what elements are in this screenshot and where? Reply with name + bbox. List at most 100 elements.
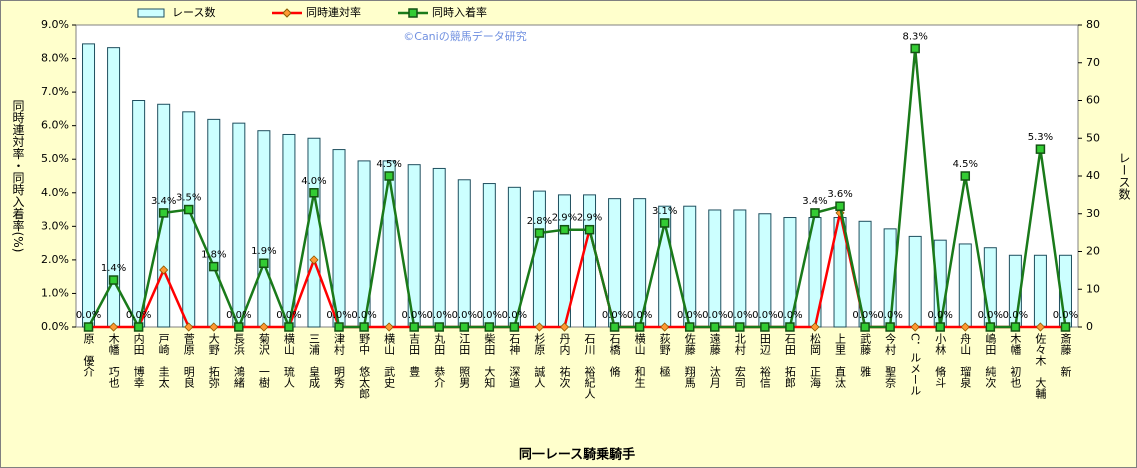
data-label: 0.0% bbox=[852, 310, 877, 321]
data-label: 0.0% bbox=[602, 310, 627, 321]
y2-tick-label: 40 bbox=[1086, 169, 1100, 182]
x-tick-label: 上里 直汰 bbox=[834, 333, 847, 389]
y-tick-label: 4.0% bbox=[41, 186, 69, 199]
data-label: 0.0% bbox=[677, 310, 702, 321]
x-tick-label: 佐々木 大輔 bbox=[1034, 332, 1047, 400]
y2-tick-label: 50 bbox=[1086, 131, 1100, 144]
x-tick-label: 横山 和生 bbox=[633, 332, 646, 388]
data-label: 0.0% bbox=[928, 310, 953, 321]
legend-marker bbox=[408, 8, 418, 18]
marker bbox=[710, 322, 720, 332]
marker bbox=[259, 322, 269, 332]
bar bbox=[1033, 254, 1047, 328]
marker bbox=[885, 322, 895, 332]
x-tick-label: 斎藤 新 bbox=[1059, 332, 1072, 377]
bar bbox=[257, 130, 271, 328]
marker bbox=[359, 322, 369, 332]
y2-tick-label: 80 bbox=[1086, 18, 1100, 31]
marker bbox=[559, 322, 570, 332]
y-axis-title: 同時連対率・同時入着率(%) bbox=[11, 100, 25, 253]
x-tick-label: 北村 宏司 bbox=[733, 333, 746, 388]
marker bbox=[1035, 322, 1045, 332]
x-tick-label: 石田 拓郎 bbox=[783, 333, 796, 388]
legend-label: レース数 bbox=[172, 6, 215, 19]
marker bbox=[459, 322, 470, 332]
x-tick-label: 吉田 豊 bbox=[408, 333, 421, 377]
data-label: 0.0% bbox=[727, 310, 752, 321]
legend-marker bbox=[282, 8, 292, 18]
data-label: 1.8% bbox=[201, 250, 226, 261]
data-label: 2.8% bbox=[527, 216, 552, 227]
marker bbox=[910, 322, 920, 332]
x-tick-label: 長浜 鴻緒 bbox=[232, 333, 245, 389]
data-label: 0.0% bbox=[427, 310, 452, 321]
bar bbox=[958, 243, 972, 328]
y2-tick-label: 60 bbox=[1086, 94, 1100, 107]
data-label: 0.0% bbox=[276, 310, 301, 321]
marker bbox=[684, 322, 695, 332]
bar bbox=[432, 167, 446, 328]
x-tick-label: 木幡 巧也 bbox=[107, 333, 120, 388]
x-tick-label: 戸崎 圭太 bbox=[157, 333, 170, 389]
bar bbox=[307, 137, 321, 328]
x-tick-label: 杉原 誠人 bbox=[533, 332, 546, 388]
marker bbox=[259, 258, 269, 268]
marker bbox=[284, 322, 294, 332]
y-tick-label: 2.0% bbox=[41, 253, 69, 266]
x-tick-label: 石川 裕紀人 bbox=[583, 333, 596, 399]
x-tick-label: 嶋田 純次 bbox=[984, 332, 997, 389]
x-axis-title: 同一レース騎乗騎手 bbox=[519, 447, 635, 463]
data-label: 3.6% bbox=[827, 189, 852, 200]
marker bbox=[960, 171, 971, 181]
x-tick-label: 原 優介 bbox=[82, 333, 95, 377]
x-tick-label: 内田 博幸 bbox=[132, 332, 145, 389]
marker bbox=[735, 322, 745, 332]
marker bbox=[109, 322, 119, 332]
y-tick-label: 1.0% bbox=[41, 286, 69, 299]
marker bbox=[209, 322, 219, 332]
bar bbox=[132, 100, 146, 328]
y-tick-label: 6.0% bbox=[41, 119, 69, 132]
data-label: 3.5% bbox=[176, 193, 201, 204]
x-tick-label: 横山 武史 bbox=[383, 332, 396, 389]
line bbox=[87, 48, 1067, 332]
y-tick-label: 3.0% bbox=[41, 219, 69, 232]
marker bbox=[209, 261, 219, 272]
marker bbox=[760, 322, 770, 332]
data-label: 0.0% bbox=[226, 310, 251, 321]
y-tick-label: 0.0% bbox=[41, 320, 69, 333]
x-tick-label: 津村 明秀 bbox=[333, 333, 346, 388]
bar bbox=[908, 235, 922, 328]
data-label: 5.3% bbox=[1028, 132, 1053, 143]
marker bbox=[985, 322, 996, 332]
y2-tick-label: 0 bbox=[1086, 320, 1093, 333]
data-label: 0.0% bbox=[76, 310, 101, 321]
bar bbox=[382, 160, 396, 328]
marker bbox=[159, 265, 169, 275]
y2-tick-label: 30 bbox=[1086, 207, 1100, 220]
data-label: 0.0% bbox=[877, 310, 902, 321]
x-tick-label: 武藤 雅 bbox=[859, 333, 872, 377]
data-label: 1.4% bbox=[101, 263, 126, 274]
data-label: 8.3% bbox=[902, 31, 927, 42]
marker bbox=[184, 322, 194, 332]
x-tick-label: 田辺 裕信 bbox=[758, 333, 771, 389]
y-tick-label: 5.0% bbox=[41, 152, 69, 165]
data-label: 0.0% bbox=[978, 310, 1003, 321]
x-tick-label: 横山 琉人 bbox=[282, 332, 295, 388]
data-label: 0.0% bbox=[777, 310, 802, 321]
marker bbox=[309, 188, 319, 198]
x-tick-label: 江田 照男 bbox=[458, 333, 471, 389]
x-tick-label: 柴田 大知 bbox=[483, 332, 496, 389]
marker bbox=[660, 322, 670, 332]
bar bbox=[457, 179, 471, 328]
marker bbox=[935, 322, 945, 332]
data-label: 3.4% bbox=[151, 196, 176, 207]
marker bbox=[83, 322, 94, 332]
data-label: 1.9% bbox=[251, 246, 276, 257]
data-label: 2.9% bbox=[577, 213, 602, 224]
marker bbox=[810, 208, 820, 218]
x-tick-label: 石神 深道 bbox=[508, 333, 521, 388]
marker bbox=[534, 322, 544, 332]
